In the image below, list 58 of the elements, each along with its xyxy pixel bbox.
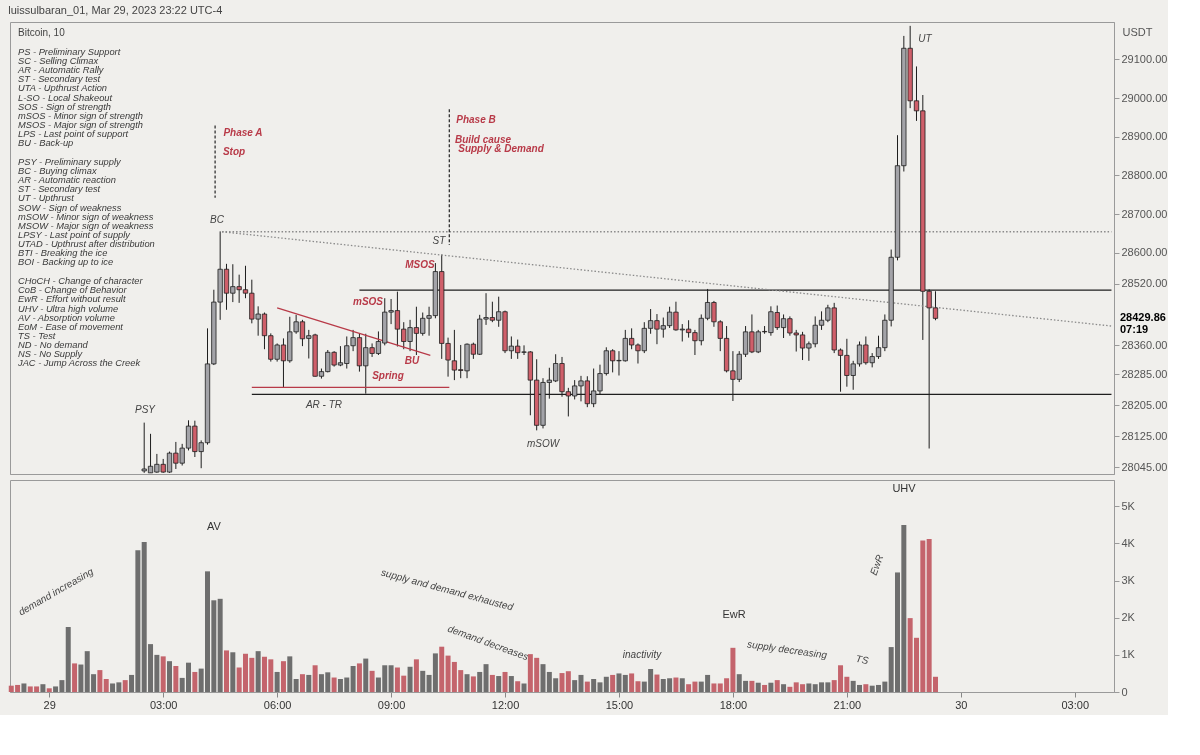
y-tick-label: 28900.00 bbox=[1121, 130, 1168, 143]
annotation: ST bbox=[432, 235, 447, 246]
annotation: supply and demand exhausted bbox=[379, 566, 515, 613]
x-tick-label: 21:00 bbox=[833, 698, 862, 711]
x-tick-label: 09:00 bbox=[377, 698, 406, 711]
annotation: EwR bbox=[867, 553, 886, 577]
annotation: BU bbox=[404, 355, 420, 366]
y-tick-label: 4K bbox=[1121, 536, 1136, 549]
text: CHoCH - Change of character CoB - Change of Behavior EwR - Effort without result UHV - Ultra high volume AV - Absorption volume EoM - Ease of movement TS - Test ND - No demand NS - No Supply JAC - Jump Across the Creek bbox=[18, 276, 143, 369]
text: 28429.86 07:19 bbox=[1120, 311, 1166, 336]
annotation: inactivity bbox=[622, 649, 663, 660]
x-tick-label: 15:00 bbox=[605, 698, 634, 711]
annotation: Stop bbox=[222, 146, 246, 157]
y-tick-label: 2K bbox=[1121, 611, 1136, 624]
annotation: EwR bbox=[722, 608, 746, 620]
y-tick-label: 28205.00 bbox=[1121, 398, 1168, 411]
x-tick-label: 30 bbox=[955, 698, 968, 711]
annotation: Build cause bbox=[454, 134, 512, 145]
annotation: UHV bbox=[892, 482, 917, 494]
y-tick-label: 3K bbox=[1121, 574, 1136, 587]
annotation: PSY bbox=[134, 404, 157, 415]
chart-title: luissulbaran_01, Mar 29, 2023 23:22 UTC-4 bbox=[8, 3, 223, 16]
x-tick-label: 03:00 bbox=[1061, 698, 1090, 711]
annotation: AR - TR bbox=[304, 399, 343, 410]
y-tick-label: 0 bbox=[1121, 685, 1128, 698]
annotation: supply decreasing bbox=[746, 638, 829, 661]
y-tick-label: 28700.00 bbox=[1121, 207, 1168, 220]
y-tick-label: 5K bbox=[1121, 499, 1136, 512]
chart-subtitle: Bitcoin, 10 bbox=[18, 27, 66, 38]
x-tick-label: 18:00 bbox=[719, 698, 748, 711]
annotation: mSOS bbox=[352, 296, 384, 307]
y-tick-label: 28285.00 bbox=[1121, 367, 1168, 380]
annotation: mSOW bbox=[526, 438, 561, 449]
annotation: AV bbox=[207, 520, 222, 532]
annotation: MSOS bbox=[405, 259, 436, 270]
y-tick-label: 28520.00 bbox=[1121, 277, 1168, 290]
x-tick-label: 12:00 bbox=[491, 698, 520, 711]
annotation: Spring bbox=[372, 370, 404, 381]
x-tick-label: 06:00 bbox=[263, 698, 292, 711]
y-tick-label: 28600.00 bbox=[1121, 246, 1168, 259]
y-axis-title: USDT bbox=[1122, 25, 1153, 38]
annotation: Phase B bbox=[456, 114, 496, 125]
y-tick-label: 28800.00 bbox=[1121, 168, 1168, 181]
y-tick-label: 28125.00 bbox=[1121, 429, 1168, 442]
text: PSY - Preliminary supply BC - Buying climax AR - Automatic reaction ST - Secondary test UT - Upthrust SOW - Sign of weakness mSOW - Minor sign of weakness MSOW - Major sign of weakness LPSY - Last point of supply UTAD - Upthrust after distribution BTI - Breaking the ice BOI - Backing up to ice bbox=[18, 157, 155, 268]
x-tick-label: 03:00 bbox=[149, 698, 178, 711]
annotation: UT bbox=[918, 33, 933, 44]
y-tick-label: 29100.00 bbox=[1121, 52, 1168, 65]
text: PS - Preliminary Support SC - Selling Climax AR - Automatic Rally ST - Secondary test UTA - Upthrust Action L-SO - Local Shakeout SOS - Sign of strength mSOS - Minor sign of strength MSOS - Major sign of strength LPS - Last point of support BU - Back-up bbox=[18, 47, 144, 148]
annotation: TS bbox=[854, 652, 870, 667]
y-tick-label: 28360.00 bbox=[1121, 338, 1168, 351]
x-tick-label: 29 bbox=[43, 698, 56, 711]
y-tick-label: 29000.00 bbox=[1121, 91, 1168, 104]
y-tick-label: 28045.00 bbox=[1121, 460, 1168, 473]
annotation: Supply & Demand bbox=[458, 143, 545, 154]
annotation: BC bbox=[210, 214, 225, 225]
y-tick-label: 1K bbox=[1121, 648, 1136, 661]
annotation: Phase A bbox=[223, 127, 263, 138]
